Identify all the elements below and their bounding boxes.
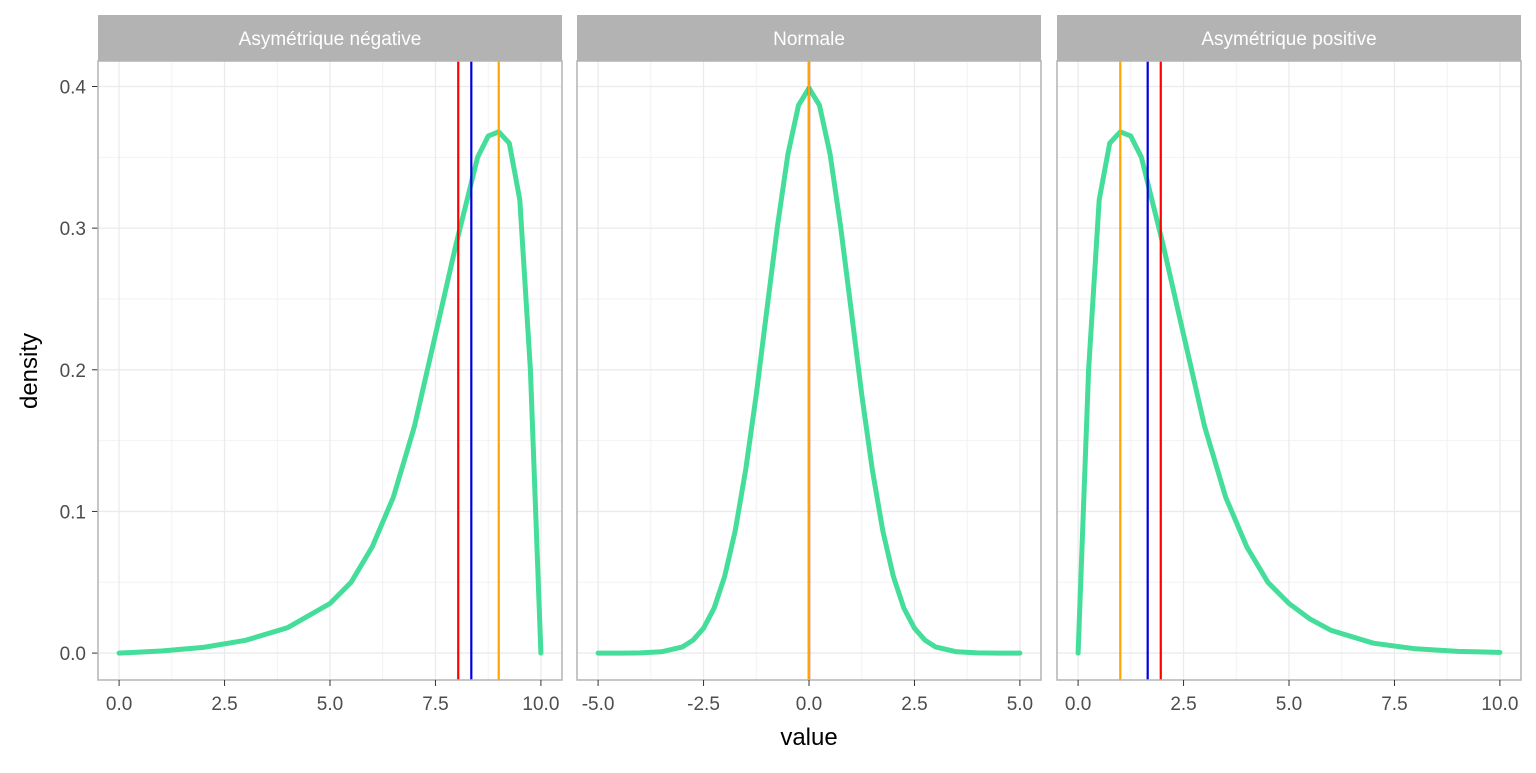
- y-axis-title: density: [16, 333, 43, 409]
- x-tick-label: 2.5: [1170, 694, 1196, 715]
- y-tick-label: 0.2: [60, 361, 86, 382]
- x-tick-label: 0.0: [1065, 694, 1091, 715]
- x-tick-label: -2.5: [687, 694, 720, 715]
- x-tick-label: 7.5: [1381, 694, 1407, 715]
- x-tick-label: 5.0: [1007, 694, 1033, 715]
- y-tick-label: 0.3: [60, 219, 86, 240]
- facet-panels: Asymétrique négative 0.0 2.5 5.0 7.5 10.0 Norm…: [97, 15, 1522, 715]
- x-tick-label: 7.5: [422, 694, 448, 715]
- facet-panel: Normale -5.0 -2.5 0.0 2.5 5.0: [576, 15, 1042, 715]
- y-axis: 0.0 0.1 0.2 0.3 0.4: [60, 77, 98, 665]
- density-curve: [1075, 129, 1503, 656]
- facet-strip: [577, 15, 1041, 61]
- facet-panel: Asymétrique négative 0.0 2.5 5.0 7.5 10.0: [97, 15, 563, 715]
- x-tick-label: 5.0: [317, 694, 343, 715]
- x-axis-title: value: [780, 724, 837, 751]
- facet-strip-label: Asymétrique positive: [1201, 29, 1376, 50]
- y-tick-label: 0.1: [60, 502, 86, 523]
- facet-strip: [1057, 15, 1521, 61]
- x-tick-label: 2.5: [211, 694, 237, 715]
- y-tick-label: 0.4: [60, 77, 87, 98]
- facet-strip-label: Asymétrique négative: [239, 29, 422, 50]
- x-tick-label: -5.0: [582, 694, 615, 715]
- density-curve: [116, 129, 544, 656]
- facet-strip: [98, 15, 562, 61]
- x-tick-label: 0.0: [106, 694, 132, 715]
- x-tick-label: 10.0: [522, 694, 559, 715]
- facet-strip-label: Normale: [773, 29, 845, 50]
- facet-panel: Asymétrique positive 0.0 2.5 5.0 7.5 10.0: [1056, 15, 1522, 715]
- x-tick-label: 2.5: [901, 694, 927, 715]
- x-tick-label: 0.0: [796, 694, 822, 715]
- x-tick-label: 10.0: [1481, 694, 1518, 715]
- x-tick-label: 5.0: [1276, 694, 1302, 715]
- y-tick-label: 0.0: [60, 644, 86, 665]
